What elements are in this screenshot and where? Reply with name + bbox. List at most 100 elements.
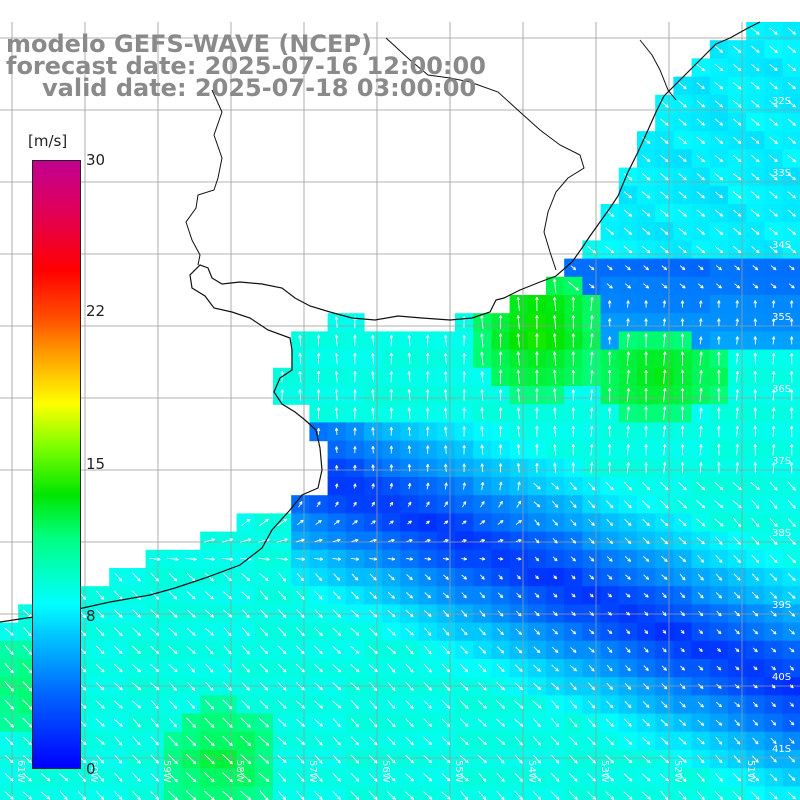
wind-arrow <box>787 245 797 254</box>
wind-arrow <box>405 592 414 599</box>
wind-arrow <box>334 334 339 347</box>
wind-arrow <box>623 191 633 199</box>
wind-arrow <box>787 100 796 108</box>
wind-arrow <box>644 351 648 366</box>
wind-arrow <box>699 462 703 474</box>
wind-arrow <box>715 573 723 581</box>
wind-arrow <box>389 389 394 401</box>
wind-arrow <box>515 538 522 543</box>
wind-arrow <box>443 574 449 580</box>
wind-arrow <box>626 425 630 438</box>
wind-arrow <box>371 371 375 383</box>
wind-speed-cell <box>163 786 183 800</box>
wind-arrow <box>659 500 669 509</box>
wind-arrow <box>696 136 706 145</box>
wind-arrow <box>353 371 357 383</box>
wind-arrow <box>351 538 359 543</box>
wind-arrow <box>350 557 360 561</box>
wind-arrow <box>569 482 577 491</box>
wind-arrow <box>607 462 612 474</box>
wind-arrow <box>735 336 740 345</box>
wind-arrow <box>533 482 541 490</box>
wind-arrow <box>462 334 466 347</box>
wind-arrow <box>590 333 594 348</box>
wind-arrow <box>570 519 577 526</box>
wind-arrow <box>498 444 503 455</box>
wind-arrow <box>769 136 778 145</box>
wind-arrow <box>114 590 123 600</box>
wind-arrow <box>769 209 778 217</box>
wind-arrow <box>553 462 557 474</box>
wind-arrow <box>789 318 794 327</box>
wind-arrow <box>221 557 234 562</box>
wind-arrow <box>660 518 669 527</box>
wind-speed-cell <box>782 58 800 78</box>
wind-speed-cell <box>491 786 511 800</box>
wind-speed-cell <box>782 22 800 41</box>
wind-arrow <box>314 538 323 543</box>
wind-arrow <box>332 591 341 600</box>
wind-arrow <box>426 482 430 490</box>
wind-arrow <box>732 245 742 254</box>
wind-arrow <box>735 352 740 365</box>
wind-arrow <box>751 554 760 564</box>
wind-arrow <box>735 300 739 308</box>
wind-arrow <box>680 318 685 327</box>
wind-speed-cell <box>782 131 800 150</box>
wind-arrow <box>715 536 723 546</box>
wind-arrow <box>443 389 448 401</box>
wind-arrow <box>350 609 360 618</box>
latitude-label: 32S <box>772 96 791 107</box>
wind-arrow <box>660 555 668 563</box>
wind-speed-cell <box>182 786 201 800</box>
wind-speed-cell <box>564 786 583 800</box>
wind-arrow <box>607 318 612 327</box>
wind-arrow <box>696 118 705 126</box>
wind-arrow <box>624 537 632 545</box>
wind-speed-cell <box>782 477 800 496</box>
wind-arrow <box>389 501 394 507</box>
wind-arrow <box>696 500 706 509</box>
wind-arrow <box>277 609 287 619</box>
wind-arrow <box>480 481 485 491</box>
wind-arrow <box>388 520 394 525</box>
wind-arrow <box>751 573 759 581</box>
wind-speed-cell <box>473 786 492 800</box>
wind-arrow <box>717 351 721 366</box>
wind-arrow <box>753 352 758 365</box>
longitude-label: 61W <box>15 760 26 783</box>
wind-arrow <box>732 481 742 491</box>
wind-arrow <box>772 443 776 456</box>
wind-arrow <box>424 557 432 561</box>
wind-arrow <box>644 318 648 327</box>
wind-arrow <box>168 609 178 618</box>
wind-arrow <box>699 443 703 456</box>
latitude-label: 33S <box>772 168 791 179</box>
wind-arrow <box>769 154 778 163</box>
wind-arrow <box>789 389 794 401</box>
wind-arrow <box>389 334 394 347</box>
wind-speed-cell <box>527 786 547 800</box>
wind-arrow <box>772 407 776 420</box>
wind-speed-cell <box>782 659 800 678</box>
wind-speed-cell <box>782 531 800 551</box>
wind-speed-cell <box>782 240 800 260</box>
wind-speed-cell <box>382 786 401 800</box>
wind-arrow <box>717 300 721 308</box>
wind-arrow <box>644 369 648 384</box>
wind-arrow <box>479 520 486 525</box>
wind-speed-cell <box>273 786 292 800</box>
wind-arrow <box>680 425 685 438</box>
wind-arrow <box>680 444 685 456</box>
wind-arrow <box>351 591 359 600</box>
wind-arrow <box>679 592 686 599</box>
wind-arrow <box>259 518 269 527</box>
wind-arrow <box>571 462 576 474</box>
wind-arrow <box>752 283 759 289</box>
wind-arrow <box>769 536 778 546</box>
wind-speed-cell <box>782 713 800 733</box>
wind-arrow <box>352 520 358 525</box>
wind-arrow <box>186 609 196 618</box>
wind-arrow <box>626 318 630 327</box>
